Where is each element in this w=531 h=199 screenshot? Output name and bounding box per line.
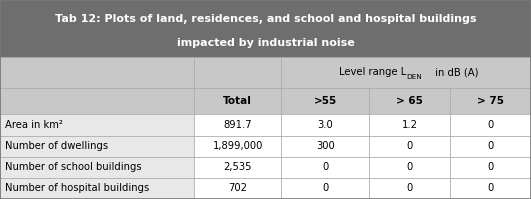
Bar bbox=[194, 114, 281, 136]
Bar bbox=[281, 136, 369, 157]
Bar bbox=[450, 114, 531, 136]
Bar bbox=[194, 136, 281, 157]
Bar bbox=[450, 88, 531, 114]
Text: in dB (A): in dB (A) bbox=[432, 67, 478, 77]
Bar bbox=[281, 114, 369, 136]
Text: 0: 0 bbox=[322, 162, 328, 172]
Bar bbox=[281, 178, 369, 199]
Text: Level range L: Level range L bbox=[339, 67, 406, 77]
Text: DEN: DEN bbox=[407, 73, 423, 80]
Text: Number of dwellings: Number of dwellings bbox=[5, 141, 108, 151]
Text: Area in km²: Area in km² bbox=[5, 120, 63, 130]
Bar bbox=[0, 157, 194, 178]
Text: Number of school buildings: Number of school buildings bbox=[5, 162, 142, 172]
Text: 891.7: 891.7 bbox=[224, 120, 252, 130]
Text: 0: 0 bbox=[487, 162, 494, 172]
Text: 2,535: 2,535 bbox=[224, 162, 252, 172]
Bar bbox=[281, 57, 531, 88]
Bar bbox=[0, 178, 194, 199]
Bar bbox=[194, 157, 281, 178]
Text: 0: 0 bbox=[487, 141, 494, 151]
Bar bbox=[194, 57, 281, 88]
Text: 3.0: 3.0 bbox=[318, 120, 333, 130]
Bar bbox=[450, 178, 531, 199]
Text: 0: 0 bbox=[487, 120, 494, 130]
Text: 0: 0 bbox=[407, 183, 413, 193]
Bar bbox=[369, 88, 450, 114]
Bar bbox=[450, 157, 531, 178]
Bar bbox=[281, 157, 369, 178]
Bar bbox=[194, 88, 281, 114]
Text: Total: Total bbox=[223, 96, 252, 106]
Bar bbox=[369, 114, 450, 136]
Text: impacted by industrial noise: impacted by industrial noise bbox=[177, 38, 354, 48]
Text: Number of hospital buildings: Number of hospital buildings bbox=[5, 183, 150, 193]
Text: 0: 0 bbox=[322, 183, 328, 193]
Text: 702: 702 bbox=[228, 183, 247, 193]
Text: 1.2: 1.2 bbox=[401, 120, 418, 130]
Text: 0: 0 bbox=[407, 141, 413, 151]
Bar bbox=[369, 136, 450, 157]
Text: >55: >55 bbox=[314, 96, 337, 106]
Bar bbox=[194, 178, 281, 199]
Bar bbox=[281, 88, 369, 114]
Bar bbox=[369, 157, 450, 178]
Bar bbox=[0, 136, 194, 157]
Text: 0: 0 bbox=[407, 162, 413, 172]
Bar bbox=[0, 57, 194, 88]
Text: 300: 300 bbox=[316, 141, 335, 151]
Bar bbox=[0, 0, 531, 57]
Text: > 75: > 75 bbox=[477, 96, 504, 106]
Text: > 65: > 65 bbox=[396, 96, 423, 106]
Text: 1,899,000: 1,899,000 bbox=[212, 141, 263, 151]
Bar bbox=[450, 136, 531, 157]
Bar bbox=[0, 88, 194, 114]
Bar bbox=[0, 114, 194, 136]
Bar bbox=[369, 178, 450, 199]
Text: Tab 12: Plots of land, residences, and school and hospital buildings: Tab 12: Plots of land, residences, and s… bbox=[55, 14, 476, 24]
Text: 0: 0 bbox=[487, 183, 494, 193]
